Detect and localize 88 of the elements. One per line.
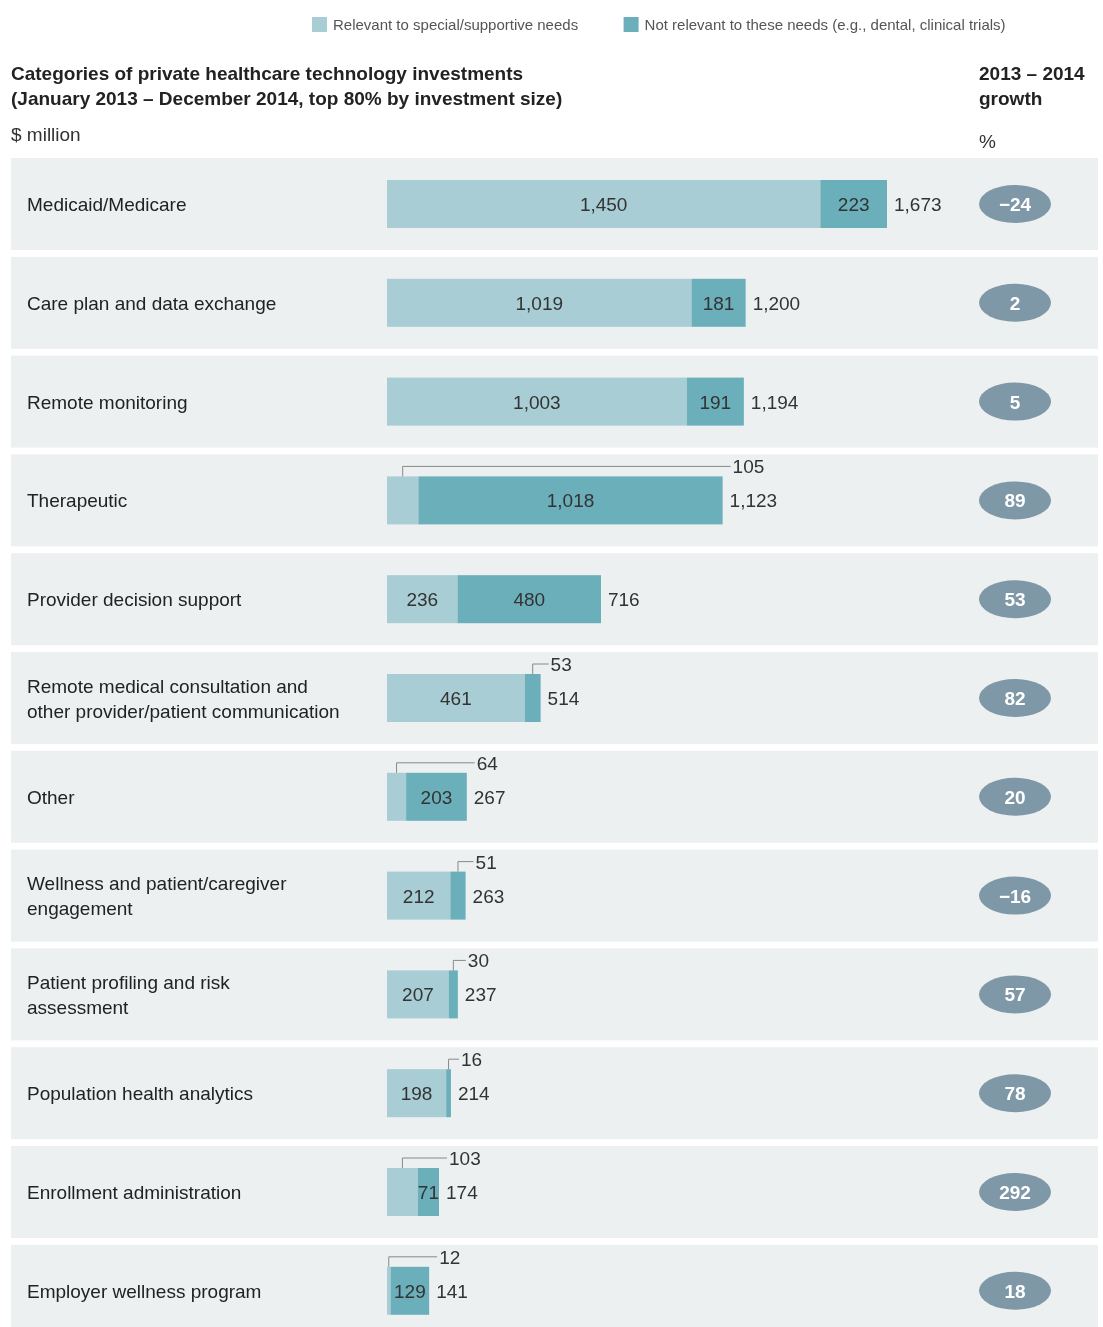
- total-label: 141: [436, 1280, 468, 1302]
- total-label: 1,200: [752, 292, 801, 314]
- data-label: 71: [417, 1182, 439, 1203]
- bar: [387, 772, 407, 821]
- text: %: [979, 131, 996, 152]
- bar: [686, 377, 744, 426]
- y-tick-label: Enrollment administration: [27, 1182, 242, 1203]
- data-label: 64: [476, 752, 499, 774]
- total-label: 716: [607, 589, 640, 611]
- chart-title: Categories of private healthcare technology investments (January 2013 – December 2014, top 80% by investment size): [11, 63, 563, 109]
- total-label: 237: [464, 984, 497, 1006]
- bar: [387, 476, 419, 525]
- y-tick-label: Medicaid/Medicare: [27, 194, 187, 215]
- data-label: 129: [394, 1280, 426, 1302]
- bar: [457, 575, 601, 624]
- data-label: 461: [440, 688, 472, 709]
- text: 78: [1004, 1083, 1026, 1105]
- data-label: 1,450: [579, 194, 628, 215]
- text: 53: [1004, 589, 1026, 611]
- data-label: 191: [699, 391, 732, 413]
- bar: [387, 575, 458, 624]
- text: −16: [998, 885, 1032, 907]
- total-label: 214: [457, 1083, 491, 1105]
- data-label: 236: [406, 589, 439, 611]
- data-label: 212: [402, 885, 435, 907]
- text: 292: [999, 1182, 1031, 1203]
- total-label: 1,194: [750, 391, 799, 413]
- data-label: 53: [550, 654, 572, 675]
- y-tick-label: Remote monitoring: [27, 391, 188, 413]
- y-tick-label: Remote medical consultation and other provider/patient communication: [27, 675, 340, 722]
- bar: [387, 1266, 391, 1315]
- text: 18: [1004, 1280, 1026, 1302]
- data-label: 105: [732, 456, 765, 478]
- text: −24: [998, 194, 1032, 215]
- data-label: 480: [513, 589, 546, 611]
- total-label: 1,123: [729, 490, 778, 512]
- bar: [446, 1069, 451, 1118]
- y-tick-label: Population health analytics: [27, 1083, 254, 1105]
- y-tick-label: Patient profiling and risk assessment: [27, 971, 231, 1018]
- legend-label: Not relevant to these needs (e.g., dental, clinical trials): [644, 16, 1006, 33]
- bar: [450, 871, 466, 920]
- text: 20: [1004, 786, 1026, 808]
- data-label: 103: [449, 1148, 481, 1169]
- y-tick-label: Therapeutic: [27, 490, 128, 512]
- data-label: 203: [420, 786, 453, 808]
- data-label: 207: [402, 984, 434, 1006]
- bar: [691, 278, 746, 327]
- bar: [448, 970, 458, 1019]
- bar: [387, 674, 525, 722]
- bar: [387, 1069, 447, 1118]
- bar: [820, 180, 887, 228]
- y-tick-label: Employer wellness program: [27, 1280, 262, 1302]
- total-label: 263: [472, 885, 505, 907]
- y-tick-label: Provider decision support: [27, 589, 243, 611]
- data-label: 12: [439, 1246, 461, 1268]
- bar: [387, 1168, 418, 1216]
- y-tick-label: Other: [27, 786, 76, 808]
- total-label: 174: [446, 1182, 479, 1203]
- bar: [387, 377, 687, 426]
- bar: [524, 674, 541, 722]
- total-label: 514: [547, 688, 580, 709]
- y-tick-label: Wellness and patient/caregiver engagement: [27, 873, 288, 920]
- bar: [406, 772, 467, 821]
- data-label: 16: [460, 1049, 483, 1071]
- x-axis-title: $ million: [11, 124, 81, 145]
- data-label: 181: [702, 292, 735, 314]
- text: 2: [1009, 292, 1021, 314]
- bar: [387, 278, 692, 327]
- bar: [387, 970, 449, 1019]
- text: 2013 – 2014 growth: [979, 63, 1086, 109]
- text: 57: [1004, 984, 1026, 1006]
- bar: [387, 871, 451, 920]
- bar: [387, 180, 821, 228]
- data-label: 198: [400, 1083, 433, 1105]
- text: 82: [1004, 688, 1026, 709]
- data-label: 1,018: [546, 490, 595, 512]
- text: 89: [1004, 490, 1026, 512]
- y-tick-label: Care plan and data exchange: [27, 292, 277, 314]
- total-label: 1,673: [894, 194, 942, 215]
- data-label: 1,019: [515, 292, 564, 314]
- data-label: 30: [467, 950, 489, 972]
- bar: [418, 476, 723, 525]
- data-label: 223: [837, 194, 870, 215]
- total-label: 267: [473, 786, 506, 808]
- text: 5: [1009, 391, 1021, 413]
- data-label: 51: [475, 851, 497, 873]
- legend-label: Relevant to special/supportive needs: [333, 16, 579, 33]
- data-label: 1,003: [513, 391, 561, 413]
